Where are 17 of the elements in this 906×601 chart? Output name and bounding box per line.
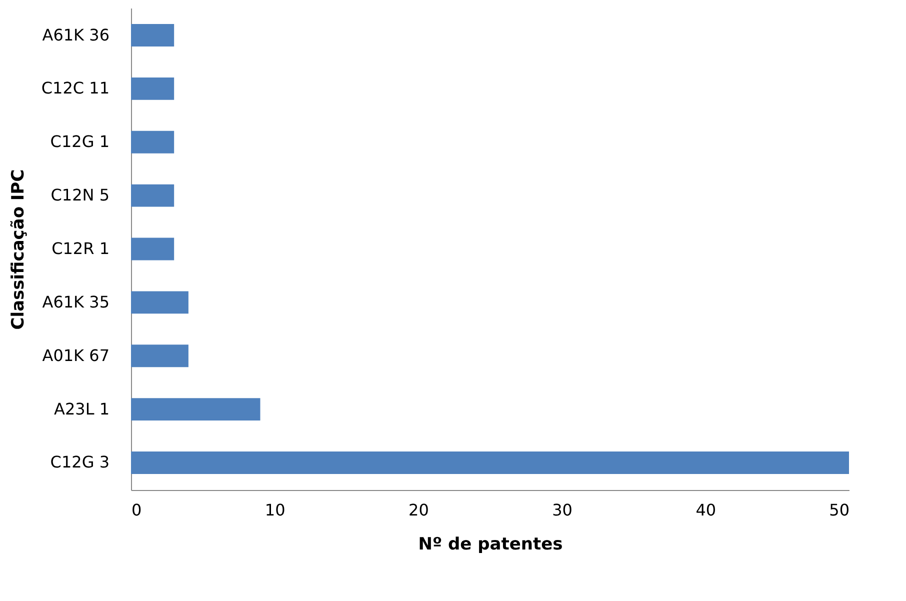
y-tick-label: C12G 1 (50, 132, 110, 152)
y-tick-label: A23L 1 (54, 399, 110, 418)
x-axis-title: Nº de patentes (418, 534, 563, 554)
y-axis-title: Classificação IPC (8, 169, 28, 330)
y-tick-label: A01K 67 (42, 346, 110, 365)
y-tick-label: C12G 3 (50, 452, 110, 472)
x-tick-label: 50 (829, 500, 850, 520)
x-tick-label: 10 (264, 500, 286, 520)
y-tick-label: A61K 36 (42, 25, 110, 44)
x-tick-label: 30 (552, 500, 572, 520)
x-tick-label: 20 (408, 500, 429, 520)
x-tick-label: 40 (696, 500, 716, 520)
y-tick-label: C12N 5 (50, 186, 110, 205)
y-tick-label: A61K 35 (42, 292, 110, 312)
x-tick-label: 0 (132, 500, 142, 520)
y-tick-label: C12C 11 (41, 78, 110, 98)
y-tick-label: C12R 1 (52, 239, 110, 258)
